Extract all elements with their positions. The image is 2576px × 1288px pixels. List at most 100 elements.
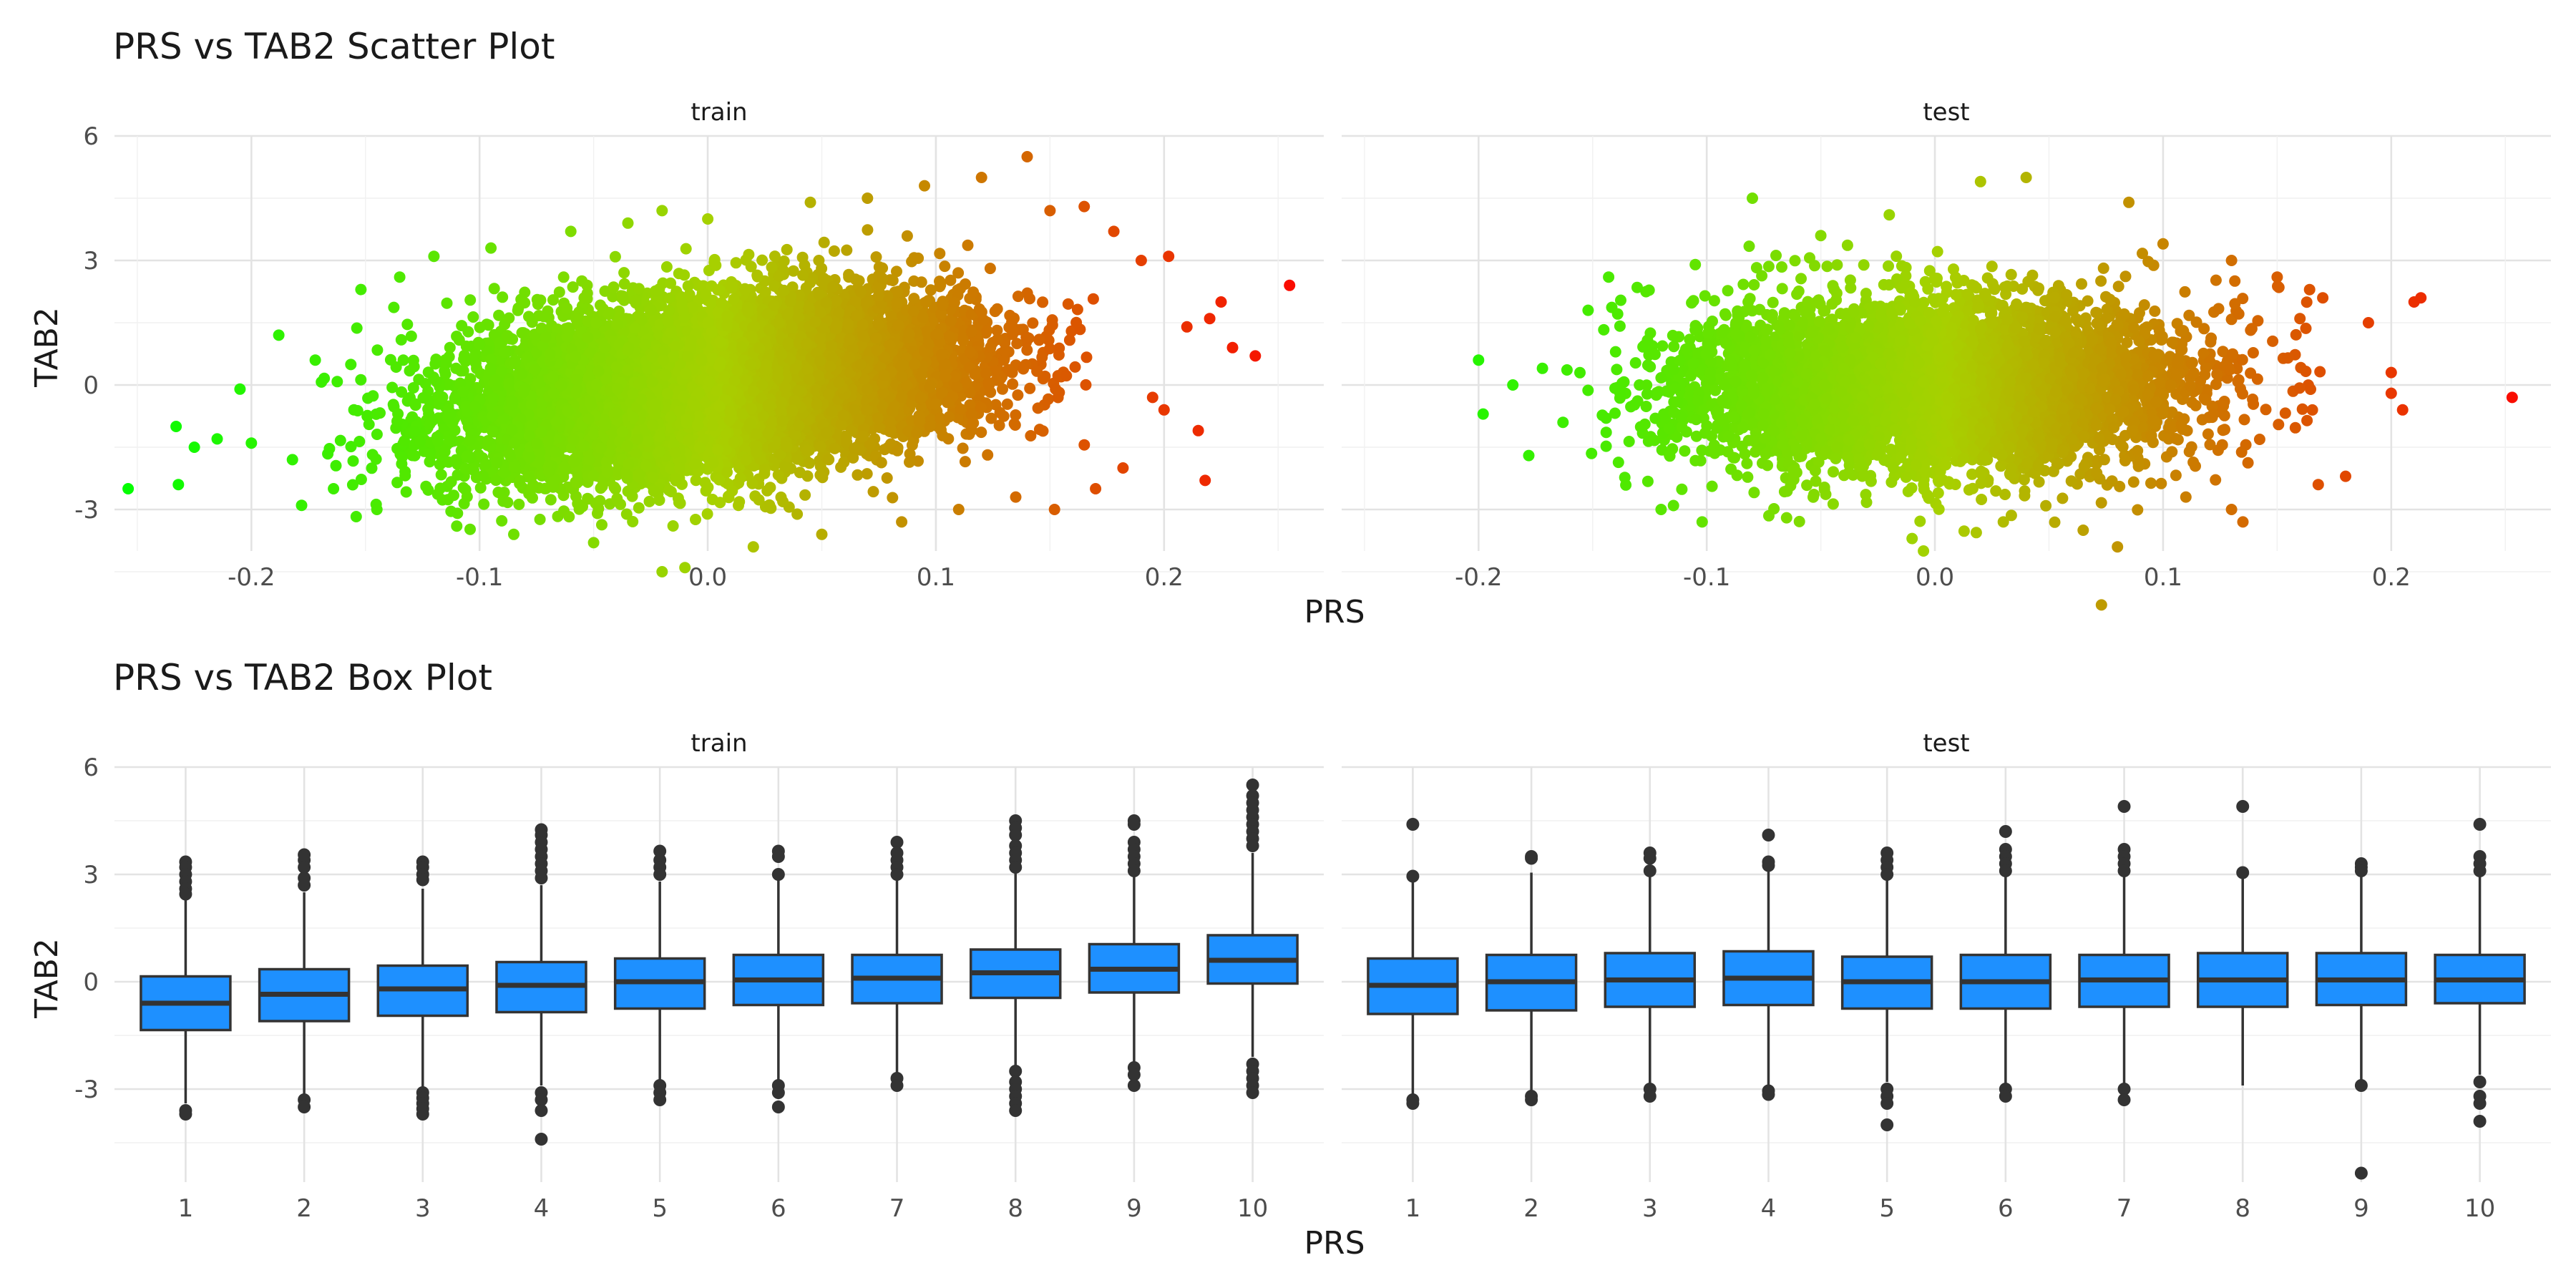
- scatter-point: [799, 489, 811, 501]
- scatter-point: [667, 520, 679, 532]
- scatter-point: [467, 311, 479, 323]
- scatter-point: [901, 230, 913, 242]
- scatter-point: [699, 477, 711, 489]
- scatter-point: [730, 257, 742, 269]
- scatter-point: [445, 505, 457, 517]
- scatter-point: [401, 318, 414, 331]
- scatter-y-ticks: -3 0 3 6: [74, 122, 99, 525]
- scatter-point: [796, 251, 809, 263]
- scatter-point: [596, 480, 608, 492]
- scatter-point: [1021, 344, 1033, 356]
- scatter-point: [633, 502, 645, 514]
- scatter-point: [673, 497, 685, 509]
- scatter-point: [503, 312, 515, 324]
- scatter-point: [794, 467, 806, 479]
- scatter-point: [464, 523, 476, 535]
- scatter-point: [366, 449, 379, 461]
- scatter-point: [347, 455, 359, 467]
- y-tick-label: 3: [83, 247, 99, 275]
- scatter-point: [457, 482, 469, 494]
- scatter-point: [1036, 351, 1048, 364]
- scatter-point: [934, 248, 946, 260]
- scatter-point: [867, 486, 879, 498]
- x-tick-label: -0.1: [456, 563, 503, 592]
- x-tick-label: 0.2: [1145, 563, 1184, 592]
- x-tick-label: 0.0: [1916, 563, 1954, 592]
- scatter-point: [912, 252, 924, 264]
- scatter-point: [975, 426, 987, 439]
- scatter-point: [488, 283, 500, 295]
- scatter-point: [350, 511, 362, 522]
- scatter-point: [1069, 361, 1081, 373]
- scatter-title: PRS vs TAB2 Scatter Plot: [113, 26, 555, 67]
- scatter-point: [1071, 303, 1083, 316]
- scatter-point: [912, 455, 924, 467]
- y-tick-label: 0: [83, 371, 99, 400]
- scatter-point: [818, 236, 830, 248]
- scatter-strip-test: test: [1923, 98, 1969, 127]
- scatter-point: [441, 297, 453, 309]
- scatter-point: [1011, 338, 1023, 350]
- scatter-point: [355, 474, 367, 485]
- scatter-point: [527, 492, 538, 504]
- scatter-point: [915, 276, 927, 288]
- x-tick-label: 0.1: [2144, 563, 2182, 592]
- scatter-point: [478, 498, 490, 510]
- scatter-point: [387, 399, 399, 411]
- scatter-point: [371, 429, 383, 440]
- scatter-point: [891, 265, 902, 278]
- y-tick-label: 6: [83, 122, 99, 151]
- scatter-point: [680, 243, 692, 255]
- scatter-point: [1007, 378, 1019, 390]
- scatter-points-train: [122, 151, 1296, 577]
- scatter-point: [620, 508, 633, 520]
- scatter-point: [355, 374, 367, 386]
- scatter-point: [1078, 439, 1091, 451]
- scatter-point: [1080, 379, 1092, 391]
- scatter-point: [596, 519, 608, 531]
- scatter-point: [887, 492, 899, 504]
- scatter-point: [862, 224, 874, 236]
- scatter-point: [424, 456, 436, 468]
- scatter-point: [396, 386, 408, 398]
- x-tick-label: -0.2: [228, 563, 275, 592]
- scatter-point: [870, 251, 882, 263]
- x-tick-label: -0.2: [1455, 563, 1502, 592]
- scatter-point: [952, 267, 965, 279]
- scatter-point: [391, 477, 404, 489]
- scatter-point: [420, 480, 432, 492]
- scatter-point: [474, 482, 487, 494]
- scatter-point: [334, 434, 346, 447]
- y-tick-label: -3: [74, 496, 99, 525]
- scatter-point: [345, 358, 357, 371]
- scatter-point: [791, 508, 804, 520]
- scatter-point: [650, 285, 661, 297]
- x-tick-label: 0.1: [917, 563, 955, 592]
- scatter-point: [456, 320, 468, 332]
- scatter-point: [861, 468, 873, 480]
- x-tick-label: 0.2: [2372, 563, 2411, 592]
- scatter-point: [769, 250, 781, 263]
- scatter-strip-train: train: [691, 98, 747, 127]
- scatter-point: [346, 479, 358, 491]
- scatter-point: [957, 442, 969, 454]
- x-tick-label: 0.0: [688, 563, 727, 592]
- scatter-point: [366, 462, 378, 474]
- scatter-point: [1025, 430, 1037, 441]
- scatter-point: [756, 254, 769, 266]
- scatter-point: [957, 335, 970, 347]
- scatter-point: [330, 459, 342, 472]
- scatter-x-ticks: -0.2 -0.1 0.0 0.1 0.2 -0.2 -0.1 0.0 0.1 0.2: [228, 563, 2411, 592]
- x-tick-label: -0.1: [1683, 563, 1730, 592]
- scatter-point: [982, 449, 994, 461]
- scatter-point: [962, 239, 974, 251]
- scatter-point: [643, 495, 655, 507]
- scatter-point: [733, 499, 744, 512]
- scatter-point: [351, 322, 363, 334]
- scatter-point: [464, 294, 477, 306]
- scatter-point: [841, 244, 853, 256]
- scatter-point: [939, 260, 951, 273]
- scatter-point: [993, 419, 1005, 431]
